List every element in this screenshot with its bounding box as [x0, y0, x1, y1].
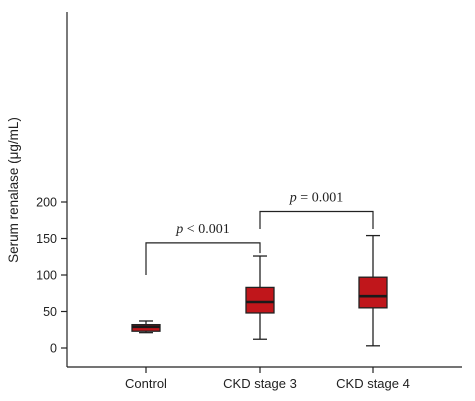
significance-annotations: p < 0.001 p = 0.001 — [145, 190, 374, 275]
plot-area — [131, 234, 388, 347]
box-ckd-stage-3 — [245, 255, 275, 340]
bracket-line — [259, 210, 374, 230]
x-tick-label: CKD stage 3 — [223, 376, 297, 391]
x-tick-label: Control — [125, 376, 167, 391]
y-tick-label: 50 — [43, 305, 57, 319]
box-control — [131, 320, 161, 334]
y-tick-label: 100 — [36, 269, 57, 283]
p-value-label: p = 0.001 — [289, 190, 343, 205]
significance-bracket: p < 0.001 — [145, 222, 261, 275]
p-value-label: p < 0.001 — [175, 222, 229, 237]
y-tick-label: 200 — [36, 196, 57, 210]
y-tick-label: 150 — [36, 232, 57, 246]
iqr-box — [245, 286, 275, 314]
y-tick-label: 0 — [50, 342, 57, 356]
iqr-box — [358, 276, 388, 309]
box-ckd-stage-4 — [358, 234, 388, 347]
x-tick-label: CKD stage 4 — [336, 376, 410, 391]
y-axis-title: Serum renalase (μg/mL) — [6, 117, 21, 263]
significance-bracket: p = 0.001 — [259, 190, 374, 230]
bracket-line — [145, 242, 261, 275]
axes: 0 50 100 150 200 Control CKD stage 3 CKD stage … — [36, 12, 462, 391]
